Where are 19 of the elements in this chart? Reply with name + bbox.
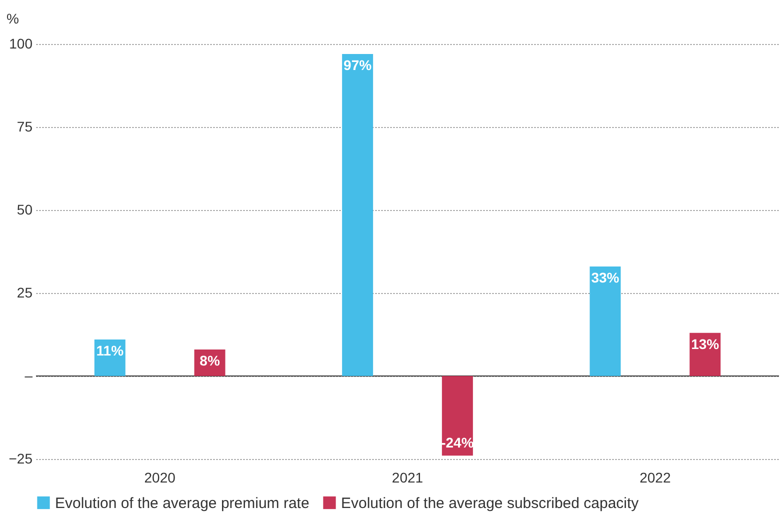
x-tick-label: 2021 — [392, 470, 424, 486]
legend-label: Evolution of the average subscribed capacity — [341, 494, 640, 512]
y-tick-label: 75 — [16, 118, 33, 134]
bar — [590, 266, 621, 376]
data-label: 13% — [691, 336, 720, 352]
y-tick-label: 50 — [16, 202, 33, 218]
data-label: 97% — [344, 56, 372, 73]
legend-label: Evolution of the average premium rate — [55, 494, 310, 512]
y-tick-label: – — [24, 368, 33, 384]
x-tick-label: 2020 — [144, 470, 176, 486]
data-label: 11% — [96, 342, 124, 358]
data-label: 8% — [200, 352, 220, 368]
y-tick-label: 100 — [9, 36, 33, 52]
y-tick-label: 25 — [16, 284, 33, 300]
y-axis-title: % — [6, 10, 19, 26]
bar — [342, 54, 374, 376]
y-tick-label: −25 — [8, 450, 33, 466]
x-tick-label: 2022 — [640, 470, 671, 486]
data-label: 33% — [591, 269, 620, 286]
